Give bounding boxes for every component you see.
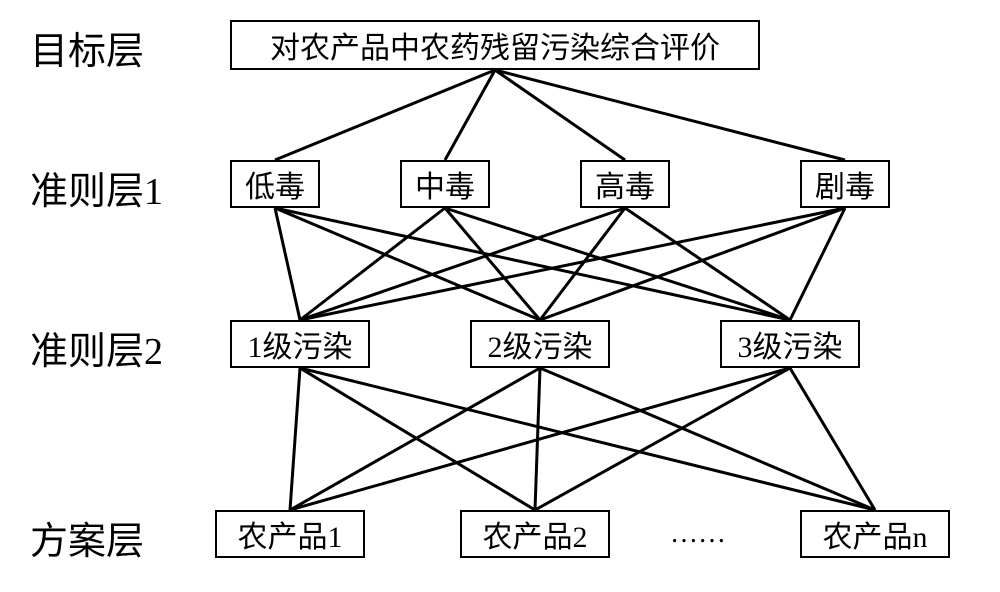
node-s-2-text: 农产品2 bbox=[483, 512, 588, 556]
node-s-1: 农产品1 bbox=[215, 510, 365, 558]
node-goal-text: 对农产品中农药残留污染综合评价 bbox=[270, 23, 720, 67]
node-c1-1: 低毒 bbox=[230, 160, 320, 208]
node-c2-2: 2级污染 bbox=[470, 320, 610, 368]
node-c1-1-text: 低毒 bbox=[245, 162, 305, 206]
layer-label-scheme: 方案层 bbox=[30, 510, 144, 565]
layer-label-goal-text: 目标层 bbox=[30, 31, 144, 73]
ellipsis-text: …… bbox=[670, 518, 726, 549]
node-goal: 对农产品中农药残留污染综合评价 bbox=[230, 20, 760, 70]
layer-label-crit2: 准则层2 bbox=[30, 320, 163, 375]
layer-label-crit2-text: 准则层2 bbox=[30, 331, 163, 373]
layer-label-crit1-text: 准则层1 bbox=[30, 171, 163, 213]
layer-label-goal: 目标层 bbox=[30, 20, 144, 75]
node-c2-3-text: 3级污染 bbox=[738, 322, 843, 366]
node-s-n: 农产品n bbox=[800, 510, 950, 558]
node-c1-4: 剧毒 bbox=[800, 160, 890, 208]
node-c1-2-text: 中毒 bbox=[415, 162, 475, 206]
layer-label-scheme-text: 方案层 bbox=[30, 521, 144, 563]
node-c1-3: 高毒 bbox=[580, 160, 670, 208]
node-c2-3: 3级污染 bbox=[720, 320, 860, 368]
edges-layer bbox=[0, 0, 1000, 592]
node-c2-1-text: 1级污染 bbox=[248, 322, 353, 366]
diagram-container: 目标层 准则层1 准则层2 方案层 对农产品中农药残留污染综合评价 低毒 中毒 … bbox=[0, 0, 1000, 592]
ellipsis: …… bbox=[670, 518, 726, 550]
node-s-n-text: 农产品n bbox=[823, 512, 928, 556]
node-c2-1: 1级污染 bbox=[230, 320, 370, 368]
node-c1-2: 中毒 bbox=[400, 160, 490, 208]
node-s-2: 农产品2 bbox=[460, 510, 610, 558]
node-s-1-text: 农产品1 bbox=[238, 512, 343, 556]
node-c1-4-text: 剧毒 bbox=[815, 162, 875, 206]
node-c1-3-text: 高毒 bbox=[595, 162, 655, 206]
layer-label-crit1: 准则层1 bbox=[30, 160, 163, 215]
node-c2-2-text: 2级污染 bbox=[488, 322, 593, 366]
